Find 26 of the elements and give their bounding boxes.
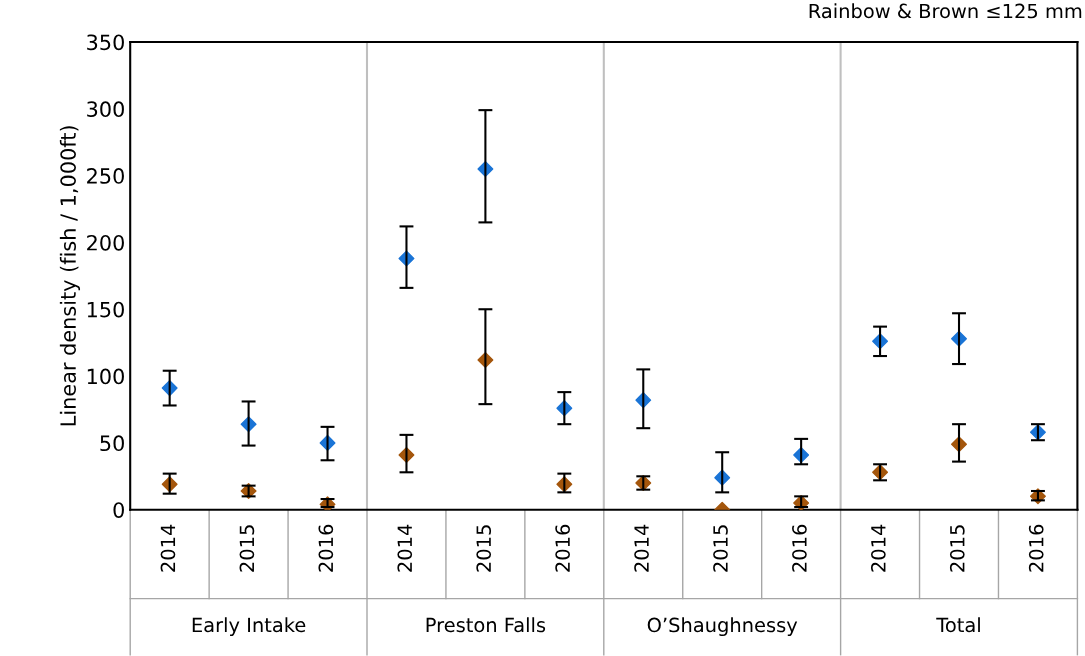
y-axis-title: Linear density (fish / 1,000ft)	[59, 126, 81, 426]
text: Total	[936, 617, 980, 633]
text: Preston Falls	[426, 617, 546, 633]
y-tick-label: 350	[87, 34, 124, 51]
y-tick-label: 0	[113, 502, 124, 518]
x-tick-label: 2014	[160, 524, 176, 572]
x-tick-label: 2015	[949, 525, 965, 572]
y-tick-label: 200	[87, 234, 124, 251]
y-tick-label: 250	[87, 168, 124, 184]
y-tick-label: 50	[100, 435, 124, 452]
text: O’Shaughnessy	[647, 617, 798, 637]
x-tick-label: 2015	[476, 525, 492, 572]
x-tick-label: 2014	[634, 524, 649, 572]
y-tick-label: 150	[87, 301, 124, 318]
x-tick-label: 2015	[713, 525, 728, 572]
x-tick-label: 2014	[397, 524, 413, 572]
x-tick-label: 2016	[318, 524, 334, 572]
y-tick-label: 100	[87, 368, 124, 385]
x-tick-label: 2016	[1028, 524, 1044, 572]
x-tick-label: 2015	[239, 525, 255, 572]
x-tick-label: 2014	[871, 524, 886, 572]
chart-title: Rainbow & Brown ≤125 mm	[809, 3, 1082, 19]
x-tick-label: 2016	[555, 524, 570, 572]
y-tick-label: 300	[87, 101, 124, 118]
x-tick-label: 2016	[792, 524, 807, 572]
text: Early Intake	[192, 617, 306, 637]
